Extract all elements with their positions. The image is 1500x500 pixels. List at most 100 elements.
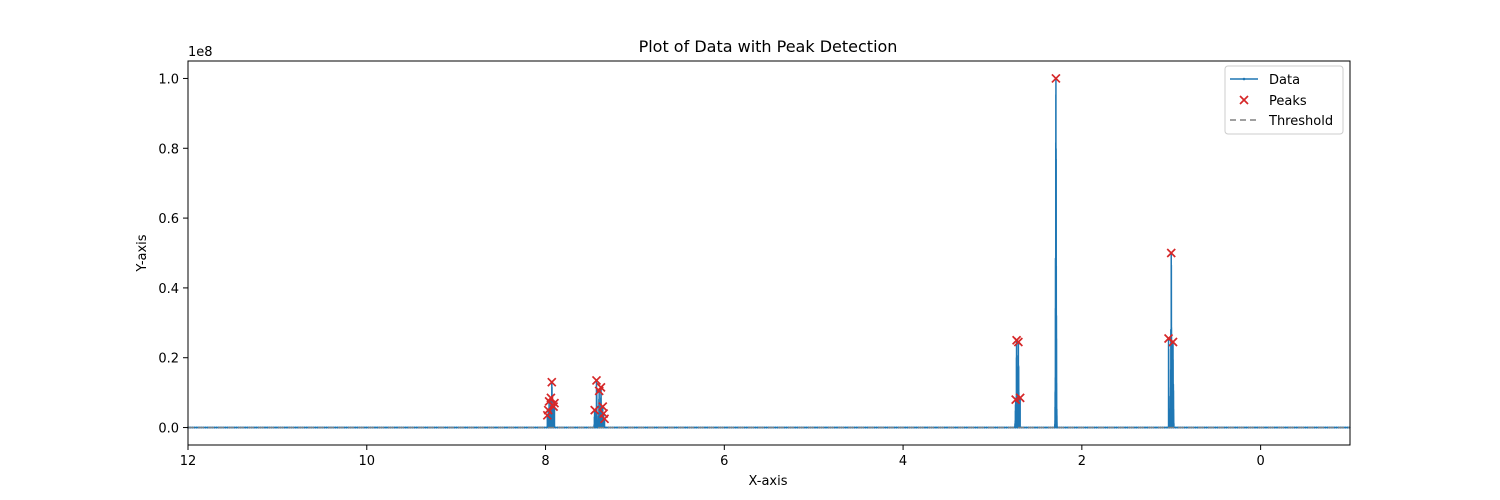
data-point-marker bbox=[1214, 426, 1217, 429]
data-point-marker bbox=[974, 426, 977, 429]
peak-marker bbox=[1051, 73, 1061, 84]
data-point-marker bbox=[455, 426, 458, 429]
legend-label: Peaks bbox=[1269, 94, 1307, 109]
data-point-marker bbox=[424, 426, 427, 429]
data-point-marker bbox=[855, 426, 858, 429]
data-point-marker bbox=[1044, 426, 1048, 429]
data-point-marker bbox=[923, 426, 927, 429]
data-point-marker bbox=[545, 426, 548, 429]
peak-marker-stroke bbox=[546, 393, 556, 403]
data-point-marker bbox=[1264, 426, 1268, 429]
data-point-marker bbox=[486, 426, 489, 429]
data-point-marker bbox=[853, 426, 856, 429]
data-point-marker bbox=[664, 426, 667, 429]
x-tick-label: 0 bbox=[1256, 454, 1264, 469]
y-axis-label: Y-axis bbox=[135, 234, 150, 272]
data-point-marker bbox=[1304, 426, 1307, 429]
data-point-marker bbox=[1174, 426, 1177, 429]
x-axis-ticks: 12 10 8 6 4 2 0 bbox=[180, 445, 1265, 469]
peak-marker bbox=[1168, 337, 1178, 347]
peak-marker-stroke bbox=[590, 405, 600, 415]
data-point-marker bbox=[734, 426, 737, 429]
data-point-marker bbox=[1293, 426, 1296, 429]
data-point-marker bbox=[554, 426, 557, 429]
data-point-marker bbox=[193, 426, 196, 429]
data-point-marker bbox=[655, 426, 658, 429]
data-point-marker bbox=[356, 426, 359, 429]
peak-marker-stroke bbox=[599, 414, 610, 424]
data-point-marker bbox=[723, 426, 726, 429]
data-point-marker bbox=[404, 426, 407, 429]
data-point-marker bbox=[244, 426, 247, 429]
peak-marker bbox=[549, 398, 560, 408]
data-point-marker bbox=[774, 426, 777, 429]
x-tick-label: 6 bbox=[720, 454, 728, 469]
data-point-marker bbox=[345, 426, 348, 429]
data-point-marker bbox=[864, 426, 867, 429]
data-point-marker bbox=[1185, 426, 1188, 429]
data-point-marker bbox=[195, 426, 198, 429]
legend-line-marker bbox=[1242, 77, 1246, 81]
y-tick-label: 1.0 bbox=[158, 72, 179, 87]
legend-label: Threshold bbox=[1268, 114, 1333, 129]
data-point-marker bbox=[1236, 426, 1239, 429]
peak-marker-stroke bbox=[1013, 337, 1023, 347]
data-point-marker bbox=[954, 426, 957, 429]
data-point-marker bbox=[644, 426, 647, 429]
data-point-marker bbox=[283, 426, 286, 429]
data-point-marker bbox=[686, 426, 689, 429]
data-point-marker bbox=[413, 426, 416, 429]
data-point-marker bbox=[1055, 426, 1059, 429]
data-point-marker bbox=[274, 426, 278, 429]
peak-marker bbox=[591, 375, 602, 386]
peak-marker bbox=[546, 393, 556, 403]
data-point-marker bbox=[585, 426, 588, 429]
data-point-marker bbox=[943, 426, 946, 429]
data-point-marker bbox=[435, 426, 438, 429]
data-point-marker bbox=[224, 426, 227, 429]
data-point-marker bbox=[615, 426, 619, 429]
data-point-marker bbox=[1346, 426, 1349, 429]
x-axis-label: X-axis bbox=[749, 474, 788, 489]
plot-frame bbox=[187, 60, 1351, 446]
data-point-marker bbox=[1295, 426, 1298, 429]
plot-area bbox=[186, 73, 1351, 429]
data-point-marker bbox=[1095, 426, 1098, 429]
data-point-marker bbox=[765, 426, 768, 429]
data-point-marker bbox=[305, 426, 308, 429]
data-point-marker bbox=[255, 426, 258, 429]
data-point-marker bbox=[684, 426, 687, 429]
data-point-marker bbox=[1104, 426, 1107, 429]
data-point-marker bbox=[314, 426, 317, 429]
data-point-marker bbox=[915, 426, 918, 429]
data-point-marker bbox=[1025, 426, 1028, 429]
data-point-marker bbox=[725, 426, 729, 429]
data-point-marker bbox=[266, 426, 269, 429]
data-point-marker bbox=[325, 426, 328, 429]
data-point-marker bbox=[934, 426, 938, 429]
peak-marker-stroke bbox=[591, 375, 602, 386]
data-point-marker bbox=[844, 426, 847, 429]
data-point-marker bbox=[494, 426, 498, 429]
data-point-marker bbox=[334, 426, 337, 429]
data-point-marker bbox=[1005, 426, 1008, 429]
data-point-marker bbox=[534, 426, 537, 429]
data-point-marker bbox=[796, 426, 799, 429]
data-point-marker bbox=[1126, 426, 1129, 429]
data-point-marker bbox=[1315, 426, 1318, 429]
data-point-marker bbox=[963, 426, 966, 429]
data-point-marker bbox=[884, 426, 887, 429]
data-point-marker bbox=[514, 426, 517, 429]
legend-entry: Peaks bbox=[1239, 94, 1307, 109]
peak-marker bbox=[590, 405, 600, 415]
data-point-marker bbox=[895, 426, 898, 429]
data-point-marker bbox=[285, 426, 289, 429]
data-point-marker bbox=[835, 426, 839, 429]
y-axis-offset-label: 1e8 bbox=[188, 45, 213, 60]
peak-marker-stroke bbox=[1166, 248, 1176, 258]
data-point-marker bbox=[965, 426, 968, 429]
data-point-marker bbox=[985, 426, 988, 429]
data-point-marker bbox=[745, 426, 748, 429]
data-point-marker bbox=[1036, 426, 1039, 429]
chart-title: Plot of Data with Peak Detection bbox=[639, 37, 898, 56]
